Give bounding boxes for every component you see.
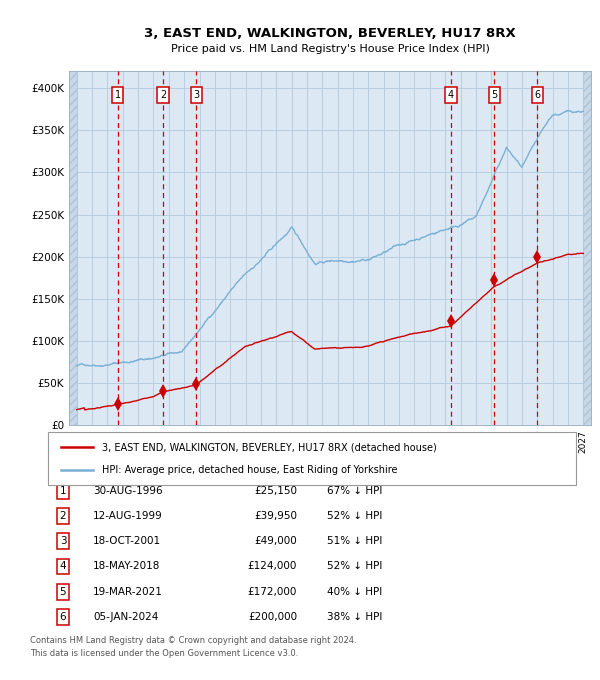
Text: 2: 2 <box>59 511 67 521</box>
Text: 05-JAN-2024: 05-JAN-2024 <box>93 612 158 622</box>
Text: 30-AUG-1996: 30-AUG-1996 <box>93 486 163 496</box>
Text: HPI: Average price, detached house, East Riding of Yorkshire: HPI: Average price, detached house, East… <box>102 465 398 475</box>
Text: 3: 3 <box>59 537 67 546</box>
Text: 40% ↓ HPI: 40% ↓ HPI <box>327 587 382 596</box>
Bar <box>69 71 77 425</box>
Text: 3, EAST END, WALKINGTON, BEVERLEY, HU17 8RX (detached house): 3, EAST END, WALKINGTON, BEVERLEY, HU17 … <box>102 442 437 452</box>
Text: 3: 3 <box>193 90 199 100</box>
Text: 12-AUG-1999: 12-AUG-1999 <box>93 511 163 521</box>
Text: Price paid vs. HM Land Registry's House Price Index (HPI): Price paid vs. HM Land Registry's House … <box>170 44 490 54</box>
Bar <box>583 71 591 425</box>
Text: 5: 5 <box>491 90 497 100</box>
Text: £49,000: £49,000 <box>254 537 297 546</box>
Text: £25,150: £25,150 <box>254 486 297 496</box>
Text: Contains HM Land Registry data © Crown copyright and database right 2024.: Contains HM Land Registry data © Crown c… <box>30 636 356 645</box>
Text: 67% ↓ HPI: 67% ↓ HPI <box>327 486 382 496</box>
Text: 52% ↓ HPI: 52% ↓ HPI <box>327 511 382 521</box>
Text: 4: 4 <box>59 562 67 571</box>
Text: 6: 6 <box>535 90 541 100</box>
Text: £124,000: £124,000 <box>248 562 297 571</box>
Text: 5: 5 <box>59 587 67 596</box>
Text: 1: 1 <box>59 486 67 496</box>
Text: 18-OCT-2001: 18-OCT-2001 <box>93 537 161 546</box>
Text: 6: 6 <box>59 612 67 622</box>
Text: 18-MAY-2018: 18-MAY-2018 <box>93 562 160 571</box>
Bar <box>583 71 591 425</box>
Text: 38% ↓ HPI: 38% ↓ HPI <box>327 612 382 622</box>
Text: 51% ↓ HPI: 51% ↓ HPI <box>327 537 382 546</box>
Text: 2: 2 <box>160 90 166 100</box>
Text: 19-MAR-2021: 19-MAR-2021 <box>93 587 163 596</box>
Bar <box>69 71 77 425</box>
Text: 4: 4 <box>448 90 454 100</box>
Text: £39,950: £39,950 <box>254 511 297 521</box>
Text: £172,000: £172,000 <box>248 587 297 596</box>
Text: 52% ↓ HPI: 52% ↓ HPI <box>327 562 382 571</box>
Text: This data is licensed under the Open Government Licence v3.0.: This data is licensed under the Open Gov… <box>30 649 298 658</box>
Text: £200,000: £200,000 <box>248 612 297 622</box>
Text: 1: 1 <box>115 90 121 100</box>
Text: 3, EAST END, WALKINGTON, BEVERLEY, HU17 8RX: 3, EAST END, WALKINGTON, BEVERLEY, HU17 … <box>144 27 516 40</box>
